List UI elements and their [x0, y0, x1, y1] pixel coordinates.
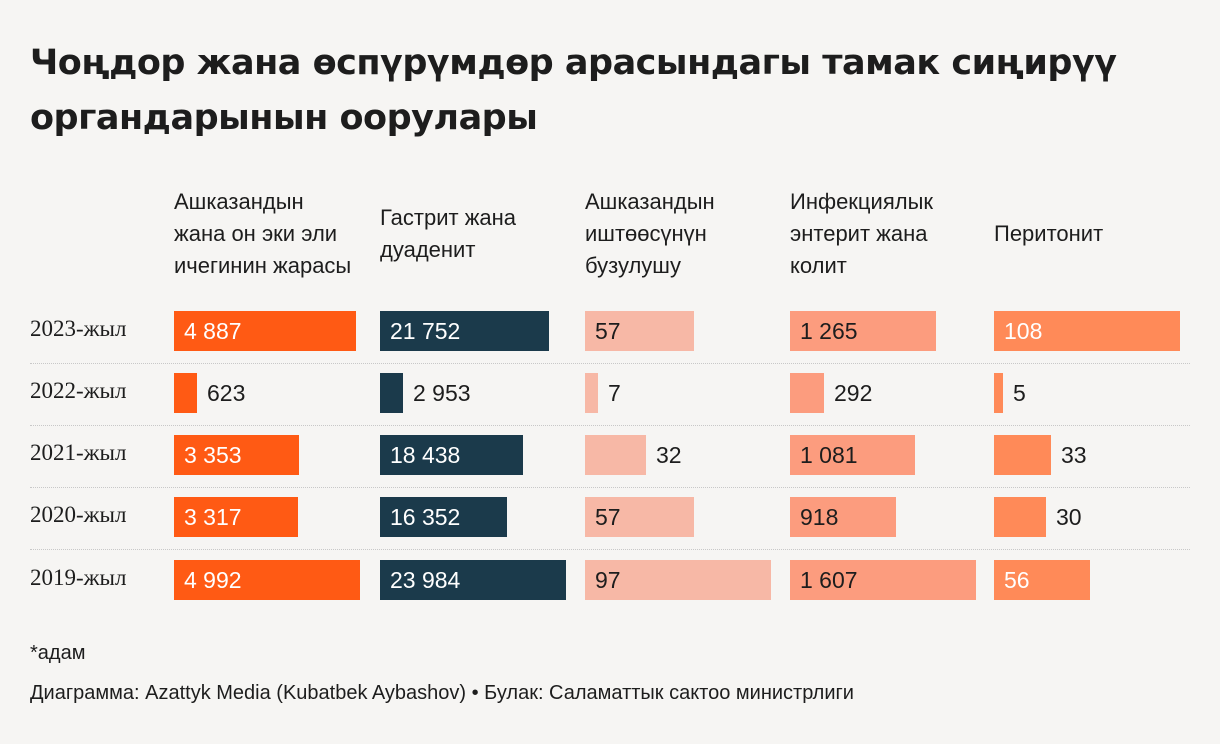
row-label-2021-жыл: 2021-жыл	[30, 440, 127, 465]
data-label-series4-2020-жыл: 918	[800, 504, 839, 530]
bar-series5-2021-жыл	[994, 435, 1051, 475]
bar-series4-2019-жыл	[790, 560, 976, 600]
column-header-3: Ашказандын иштөөсүнүн бузулушу	[585, 189, 715, 278]
data-label-series4-2019-жыл: 1 607	[800, 567, 858, 593]
data-label-series2-2023-жыл: 21 752	[390, 318, 461, 344]
column-header-1: Ашказандын жана он эки эли ичегинин жара…	[174, 189, 352, 278]
bar-series2-2023-жыл	[380, 311, 549, 351]
bar-series3-2022-жыл	[585, 373, 598, 413]
bar-series4-2020-жыл	[790, 497, 896, 537]
bar-series1-2023-жыл	[174, 311, 356, 351]
data-label-series3-2020-жыл: 57	[595, 504, 621, 530]
row-separator	[30, 425, 1190, 426]
data-label-series4-2021-жыл: 1 081	[800, 442, 858, 468]
bar-series2-2021-жыл	[380, 435, 523, 475]
bar-series3-2020-жыл	[585, 497, 694, 537]
bar-series2-2022-жыл	[380, 373, 403, 413]
bar-series1-2020-жыл	[174, 497, 298, 537]
credit-line: Диаграмма: Azattyk Media (Kubatbek Aybas…	[30, 682, 854, 704]
row-separator	[30, 363, 1190, 364]
bar-series5-2023-жыл	[994, 311, 1180, 351]
bar-series5-2019-жыл	[994, 560, 1090, 600]
data-label-series5-2020-жыл: 30	[1056, 504, 1082, 530]
data-label-series3-2022-жыл: 7	[608, 380, 621, 406]
column-header-2: Гастрит жана дуаденит	[380, 205, 517, 262]
bar-series1-2021-жыл	[174, 435, 299, 475]
bar-series3-2021-жыл	[585, 435, 646, 475]
row-separator	[30, 487, 1190, 488]
data-label-series4-2023-жыл: 1 265	[800, 318, 858, 344]
data-label-series4-2022-жыл: 292	[834, 380, 873, 406]
unit-note: *адам	[30, 642, 86, 664]
data-label-series3-2021-жыл: 32	[656, 442, 682, 468]
data-label-series1-2023-жыл: 4 887	[184, 318, 242, 344]
chart-title: Чоңдор жана өспүрүмдөр арасындагы тамак …	[30, 43, 1117, 138]
row-label-2020-жыл: 2020-жыл	[30, 502, 127, 527]
bar-series3-2019-жыл	[585, 560, 771, 600]
data-label-series2-2019-жыл: 23 984	[390, 567, 461, 593]
data-label-series2-2022-жыл: 2 953	[413, 380, 471, 406]
data-label-series5-2019-жыл: 56	[1004, 567, 1030, 593]
data-label-series3-2023-жыл: 57	[595, 318, 621, 344]
data-label-series1-2020-жыл: 3 317	[184, 504, 242, 530]
data-label-series1-2019-жыл: 4 992	[184, 567, 242, 593]
row-label-2022-жыл: 2022-жыл	[30, 378, 127, 403]
bar-series5-2022-жыл	[994, 373, 1003, 413]
bar-series5-2020-жыл	[994, 497, 1046, 537]
data-label-series5-2022-жыл: 5	[1013, 380, 1026, 406]
data-label-series5-2023-жыл: 108	[1004, 318, 1043, 344]
bar-series2-2019-жыл	[380, 560, 566, 600]
bar-series4-2023-жыл	[790, 311, 936, 351]
data-label-series2-2021-жыл: 18 438	[390, 442, 461, 468]
bar-series1-2019-жыл	[174, 560, 360, 600]
row-label-2019-жыл: 2019-жыл	[30, 565, 127, 590]
row-separator	[30, 549, 1190, 550]
data-label-series5-2021-жыл: 33	[1061, 442, 1087, 468]
bar-series4-2022-жыл	[790, 373, 824, 413]
data-label-series1-2021-жыл: 3 353	[184, 442, 242, 468]
column-header-5: Перитонит	[994, 221, 1104, 246]
bar-series1-2022-жыл	[174, 373, 197, 413]
data-label-series2-2020-жыл: 16 352	[390, 504, 461, 530]
data-label-series1-2022-жыл: 623	[207, 380, 246, 406]
column-header-4: Инфекциялык энтерит жана колит	[790, 189, 933, 278]
bar-series3-2023-жыл	[585, 311, 694, 351]
bar-series4-2021-жыл	[790, 435, 915, 475]
row-label-2023-жыл: 2023-жыл	[30, 316, 127, 341]
data-label-series3-2019-жыл: 97	[595, 567, 621, 593]
bar-series2-2020-жыл	[380, 497, 507, 537]
